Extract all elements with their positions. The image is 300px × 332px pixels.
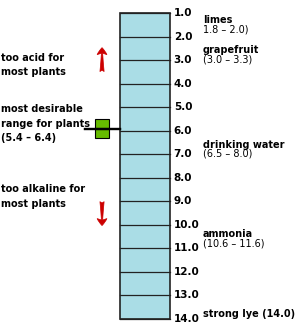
Text: (5.4 – 6.4): (5.4 – 6.4) <box>2 133 56 143</box>
Text: 14.0: 14.0 <box>174 314 200 324</box>
Text: 2.0: 2.0 <box>174 32 192 42</box>
Text: 9.0: 9.0 <box>174 196 192 206</box>
Text: 10.0: 10.0 <box>174 220 200 230</box>
Text: 1.8 – 2.0): 1.8 – 2.0) <box>203 24 248 34</box>
Text: too acid for: too acid for <box>2 52 64 63</box>
Text: (3.0 – 3.3): (3.0 – 3.3) <box>203 55 252 65</box>
Bar <box>120 13 170 319</box>
Bar <box>95 129 109 138</box>
Text: drinking water: drinking water <box>203 139 284 149</box>
Text: limes: limes <box>203 15 232 25</box>
Text: most plants: most plants <box>2 67 66 77</box>
Text: strong lye (14.0): strong lye (14.0) <box>203 309 295 319</box>
Text: (10.6 – 11.6): (10.6 – 11.6) <box>203 238 264 248</box>
Text: too alkaline for: too alkaline for <box>2 184 85 194</box>
Text: 3.0: 3.0 <box>174 55 192 65</box>
Text: 8.0: 8.0 <box>174 173 192 183</box>
Text: ammonia: ammonia <box>203 229 253 239</box>
Text: range for plants: range for plants <box>2 119 90 129</box>
Text: most plants: most plants <box>2 199 66 209</box>
Text: 6.0: 6.0 <box>174 126 192 136</box>
Text: 13.0: 13.0 <box>174 290 200 300</box>
Text: most desirable: most desirable <box>2 104 83 114</box>
Text: 5.0: 5.0 <box>174 102 192 112</box>
Text: 7.0: 7.0 <box>174 149 192 159</box>
Text: 1.0: 1.0 <box>174 8 192 18</box>
Text: (6.5 – 8.0): (6.5 – 8.0) <box>203 149 252 159</box>
Bar <box>95 119 109 128</box>
Text: 12.0: 12.0 <box>174 267 200 277</box>
Text: 4.0: 4.0 <box>174 79 192 89</box>
Text: grapefruit: grapefruit <box>203 45 259 55</box>
Text: 11.0: 11.0 <box>174 243 200 253</box>
